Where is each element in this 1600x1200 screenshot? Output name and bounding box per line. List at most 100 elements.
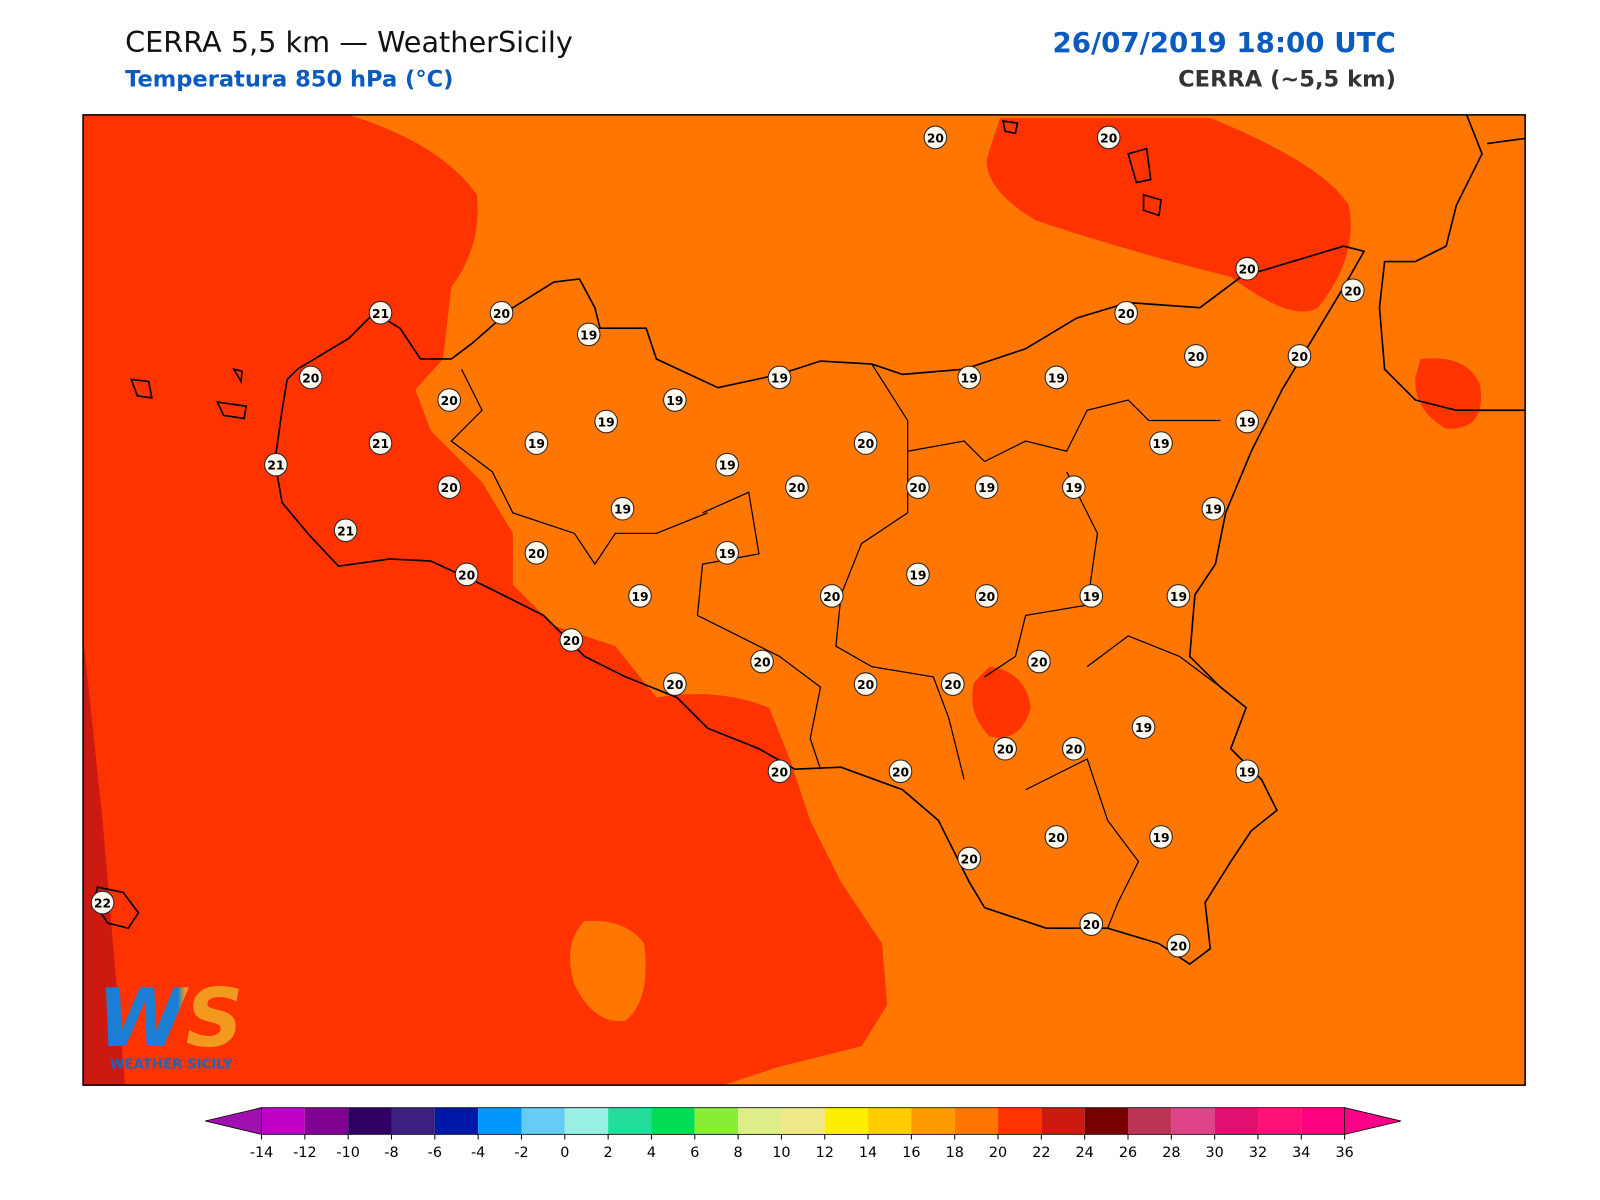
colorbar-bin bbox=[1301, 1107, 1345, 1135]
station: 20 bbox=[785, 475, 809, 499]
station-marker bbox=[941, 672, 965, 696]
station-marker bbox=[524, 431, 549, 455]
station-value: 20 bbox=[771, 765, 788, 779]
station-marker bbox=[1166, 933, 1191, 958]
colorbar-bin bbox=[1041, 1107, 1085, 1135]
colorbar-tick-label: -14 bbox=[250, 1145, 273, 1161]
colorbar-tick-label: 12 bbox=[816, 1145, 834, 1161]
colorbar-tick-label: 14 bbox=[859, 1145, 877, 1161]
station-value: 20 bbox=[1291, 350, 1308, 364]
station-value: 20 bbox=[1187, 350, 1204, 364]
station: 20 bbox=[767, 759, 792, 784]
station-value: 19 bbox=[598, 416, 615, 430]
field-area bbox=[972, 666, 1031, 738]
station: 20 bbox=[1287, 344, 1312, 368]
station: 20 bbox=[1184, 344, 1208, 368]
station-marker bbox=[715, 541, 739, 565]
station: 19 bbox=[1201, 496, 1226, 521]
station: 19 bbox=[1235, 409, 1259, 434]
station-value: 20 bbox=[563, 634, 580, 648]
colorbar-bin bbox=[348, 1107, 392, 1135]
station-value: 20 bbox=[961, 852, 978, 866]
station-marker bbox=[1166, 584, 1191, 608]
station-value: 20 bbox=[753, 656, 770, 670]
station: 20 bbox=[906, 475, 930, 499]
colorbar-tick-label: -12 bbox=[293, 1145, 316, 1161]
station: 20 bbox=[1166, 933, 1191, 958]
station: 20 bbox=[437, 475, 462, 499]
colorbar: -14 -12 -10 -8 -6 -4 -2 0 2 4 6 8 10 12 14 16 18 20 22 24 26… bbox=[205, 1107, 1402, 1161]
station: 20 bbox=[819, 584, 844, 608]
colorbar-bin bbox=[434, 1107, 479, 1135]
field-area bbox=[570, 920, 646, 1022]
colorbar-tick-label: 22 bbox=[1032, 1145, 1050, 1161]
station: 21 bbox=[368, 431, 393, 455]
station-value: 20 bbox=[528, 547, 545, 561]
colorbar-bin bbox=[1084, 1107, 1128, 1135]
station: 20 bbox=[750, 649, 774, 674]
station: 20 bbox=[993, 736, 1017, 761]
station: 20 bbox=[1096, 125, 1121, 150]
station-value: 19 bbox=[1065, 481, 1082, 495]
station-marker bbox=[437, 388, 462, 412]
station-value: 21 bbox=[372, 437, 389, 451]
station-value: 19 bbox=[1152, 831, 1169, 845]
station-value: 20 bbox=[441, 394, 458, 408]
station-marker bbox=[333, 518, 358, 543]
station-value: 19 bbox=[1205, 503, 1222, 517]
station-value: 19 bbox=[1170, 590, 1187, 604]
station-marker bbox=[663, 672, 687, 696]
station-marker bbox=[957, 846, 982, 871]
station-marker bbox=[853, 672, 878, 696]
station-value: 19 bbox=[719, 459, 736, 473]
station-value: 19 bbox=[1083, 590, 1100, 604]
station: 19 bbox=[610, 496, 635, 521]
station: 20 bbox=[923, 125, 948, 150]
colorbar-tick-label: 30 bbox=[1206, 1145, 1224, 1161]
station-marker bbox=[906, 475, 930, 499]
station: 19 bbox=[576, 322, 601, 347]
station-marker bbox=[437, 475, 462, 499]
station-value: 20 bbox=[493, 307, 510, 321]
station-marker bbox=[1114, 301, 1138, 325]
station-value: 19 bbox=[580, 328, 597, 342]
station-value: 20 bbox=[997, 743, 1014, 757]
station-marker bbox=[1079, 584, 1104, 608]
station-marker bbox=[489, 301, 514, 325]
colorbar-tick-label: 18 bbox=[946, 1145, 964, 1161]
station-marker bbox=[663, 388, 687, 412]
colorbar-bin bbox=[391, 1107, 435, 1135]
colorbar-frame bbox=[261, 1107, 1346, 1135]
station: 19 bbox=[906, 562, 930, 587]
station: 19 bbox=[1044, 365, 1069, 390]
station-marker bbox=[1096, 125, 1121, 150]
colorbar-bin bbox=[694, 1107, 739, 1135]
station-value: 19 bbox=[978, 481, 995, 495]
colorbar-bin bbox=[304, 1107, 349, 1135]
station: 20 bbox=[454, 562, 479, 587]
colorbar-bin bbox=[478, 1107, 522, 1135]
station-value: 22 bbox=[94, 897, 111, 911]
station-marker bbox=[1235, 409, 1259, 434]
station: 19 bbox=[1149, 825, 1173, 849]
station: 21 bbox=[264, 452, 288, 477]
station-marker bbox=[1149, 431, 1173, 455]
station-marker bbox=[1062, 475, 1086, 499]
station: 20 bbox=[853, 431, 878, 455]
station: 21 bbox=[333, 518, 358, 543]
station-value: 19 bbox=[961, 371, 978, 385]
colorbar-tick-label: 20 bbox=[989, 1145, 1007, 1161]
station-marker bbox=[1235, 256, 1259, 281]
colorbar-tick-label: 32 bbox=[1249, 1145, 1267, 1161]
station: 19 bbox=[1062, 475, 1086, 499]
colorbar-bin bbox=[1214, 1107, 1258, 1135]
station-value: 20 bbox=[458, 568, 475, 582]
station-marker bbox=[1027, 649, 1051, 674]
colorbar-bin bbox=[564, 1107, 609, 1135]
station: 20 bbox=[1114, 301, 1138, 325]
station-value: 19 bbox=[614, 503, 631, 517]
colorbar-tick-label: 2 bbox=[604, 1145, 613, 1161]
station: 19 bbox=[974, 475, 999, 499]
colorbar-bin bbox=[824, 1107, 869, 1135]
station-marker bbox=[524, 541, 549, 565]
